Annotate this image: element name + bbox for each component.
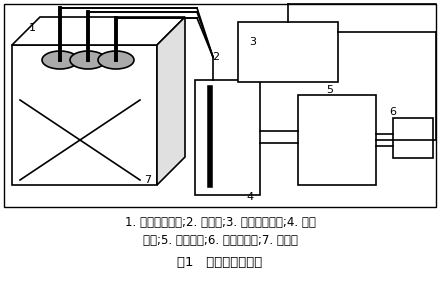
Bar — [238, 22, 338, 82]
Ellipse shape — [70, 51, 106, 69]
Text: 1. 精密铂电阻１;2. 热电偶;3. 精密铂电阻２;4. 恒温: 1. 精密铂电阻１;2. 热电偶;3. 精密铂电阻２;4. 恒温 — [124, 215, 315, 228]
Ellipse shape — [98, 51, 134, 69]
Text: 3: 3 — [250, 37, 257, 47]
Text: 2: 2 — [213, 52, 220, 62]
Ellipse shape — [58, 58, 62, 62]
Bar — [195, 80, 260, 195]
Ellipse shape — [42, 51, 78, 69]
Text: 液槽;5. 置换开关;6. 温度校验仪;7. 干体炉: 液槽;5. 置换开关;6. 温度校验仪;7. 干体炉 — [142, 234, 297, 247]
Text: 5: 5 — [326, 85, 333, 95]
Polygon shape — [12, 17, 185, 45]
Bar — [393, 118, 433, 158]
Text: 4: 4 — [247, 192, 254, 202]
Text: 1: 1 — [29, 23, 35, 33]
Text: 7: 7 — [145, 175, 152, 185]
Bar — [4, 4, 436, 207]
Ellipse shape — [114, 58, 118, 62]
Polygon shape — [157, 17, 185, 185]
Text: 6: 6 — [389, 107, 396, 117]
Bar — [298, 95, 376, 185]
Text: 图1   热电偶检测装置: 图1 热电偶检测装置 — [177, 255, 263, 268]
Ellipse shape — [86, 58, 90, 62]
Bar — [12, 45, 157, 185]
